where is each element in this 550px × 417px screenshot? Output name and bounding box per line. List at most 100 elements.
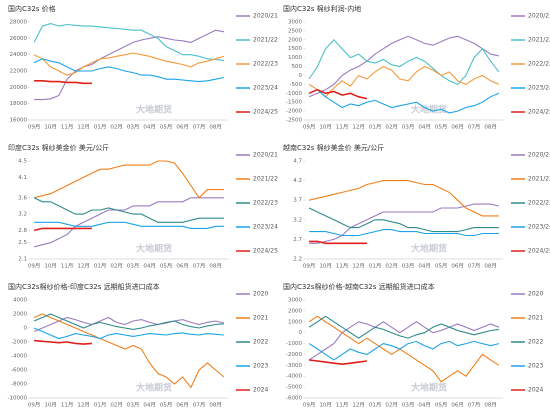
x-tick-label: 03月 <box>127 263 140 270</box>
x-tick-label: 05月 <box>160 124 173 131</box>
x-tick-label: 06月 <box>451 402 464 409</box>
legend-label: 2021 <box>528 315 543 322</box>
series-line <box>309 203 500 244</box>
series-line <box>33 316 225 333</box>
series-line <box>33 327 224 340</box>
x-tick-label: 08月 <box>209 124 222 131</box>
y-tick-label: 2.1 <box>18 257 27 263</box>
series-line <box>308 35 500 98</box>
series-line <box>33 313 225 389</box>
legend-label: 2023/24 <box>253 224 278 231</box>
legend-label: 2023 <box>253 363 268 370</box>
x-tick-label: 12月 <box>77 402 90 409</box>
x-tick-label: 01月 <box>94 263 107 270</box>
x-tick-label: 02月 <box>385 263 398 270</box>
x-tick-label: 01月 <box>369 124 382 131</box>
x-tick-label: 08月 <box>484 263 497 270</box>
series-line <box>308 315 499 339</box>
x-tick-label: 12月 <box>352 124 365 131</box>
x-tick-label: 07月 <box>193 263 206 270</box>
legend-label: 2020 <box>528 291 543 298</box>
series-line <box>33 197 224 223</box>
x-tick-label: 03月 <box>127 402 140 409</box>
x-tick-label: 04月 <box>143 263 156 270</box>
series-line <box>33 52 225 76</box>
chart-title: 越南C32s 棉纱美金价 美元/公斤 <box>283 143 384 152</box>
series-line <box>308 38 500 86</box>
y-tick-label: -6000 <box>286 396 302 402</box>
series-line <box>33 227 92 232</box>
x-tick-label: 07月 <box>468 124 481 131</box>
legend-label: 2021/22 <box>253 176 278 183</box>
x-tick-label: 09月 <box>28 263 41 270</box>
chart-title: 印度C32s 棉纱美金价 美元/公斤 <box>8 143 109 152</box>
x-tick-label: 05月 <box>160 402 173 409</box>
series-line <box>308 321 500 361</box>
y-tick-label: 18000 <box>10 101 28 107</box>
y-tick-label: 28000 <box>10 20 28 26</box>
chart: 印度C32s 棉纱美金价 美元/公斤 2.1 2.5 2.8 3.2 3.6 4.1 4.5 0… <box>8 143 278 270</box>
y-tick-label: 2.8 <box>18 228 27 234</box>
y-tick-label: 1500 <box>288 46 302 52</box>
y-tick-label: -4000 <box>286 374 302 380</box>
series-line <box>308 88 368 100</box>
y-tick-label: -2000 <box>286 109 302 115</box>
legend-label: 2022/23 <box>253 61 278 68</box>
y-tick-label: 4000 <box>13 298 27 304</box>
x-tick-label: 04月 <box>143 124 156 131</box>
x-tick-label: 04月 <box>143 402 156 409</box>
legend-label: 2024 <box>253 387 268 394</box>
x-tick-label: 07月 <box>193 402 206 409</box>
y-tick-label: 4.2 <box>293 178 302 184</box>
watermark: 大地期货 <box>411 243 447 255</box>
y-tick-label: 20000 <box>10 85 28 91</box>
x-tick-label: 05月 <box>435 402 448 409</box>
chart-title: 国内C32s棉纱价格-印度C32s 远期船货进口成本 <box>8 282 160 291</box>
x-tick-label: 11月 <box>336 402 349 409</box>
x-tick-label: 07月 <box>468 402 481 409</box>
legend-label: 2023/24 <box>528 224 550 231</box>
y-tick-label: -6000 <box>11 368 27 374</box>
y-tick-label: -1500 <box>286 100 302 106</box>
series-line <box>308 207 499 233</box>
y-tick-label: 2.5 <box>18 240 27 246</box>
y-tick-label: 3000 <box>288 20 302 26</box>
x-tick-label: 08月 <box>484 402 497 409</box>
chart: 国内C32s 价格 16000 18000 20000 22000 24000 26000 2… <box>8 4 278 131</box>
y-tick-label: 26000 <box>10 36 28 42</box>
legend-label: 2022/23 <box>528 200 550 207</box>
series-line <box>308 89 500 114</box>
y-tick-label: 3.2 <box>18 212 27 218</box>
x-tick-label: 02月 <box>110 263 123 270</box>
chart-title: 国内C32s棉纱价格-越南C32s 远期船货进口成本 <box>283 282 435 291</box>
x-tick-label: 12月 <box>352 263 365 270</box>
y-tick-label: 2.2 <box>293 257 302 263</box>
x-tick-label: 05月 <box>160 263 173 270</box>
legend-label: 2021/22 <box>528 37 550 44</box>
y-tick-label: 2500 <box>288 28 302 34</box>
legend-label: 2024 <box>528 387 543 394</box>
x-tick-label: 10月 <box>319 263 332 270</box>
x-tick-label: 11月 <box>61 402 74 409</box>
x-tick-label: 09月 <box>303 124 316 131</box>
x-tick-label: 09月 <box>28 402 41 409</box>
x-tick-label: 08月 <box>209 263 222 270</box>
y-tick-label: 3.2 <box>293 217 302 223</box>
x-tick-label: 07月 <box>193 124 206 131</box>
x-tick-label: 02月 <box>110 402 123 409</box>
legend-label: 2024/25 <box>528 248 550 255</box>
y-tick-label: -3000 <box>286 363 302 369</box>
watermark: 大地期货 <box>411 382 447 394</box>
x-tick-label: 01月 <box>369 402 382 409</box>
legend-label: 2024/25 <box>528 109 550 116</box>
x-tick-label: 09月 <box>28 124 41 131</box>
x-tick-label: 10月 <box>44 124 57 131</box>
legend-label: 2022/23 <box>253 200 278 207</box>
legend-label: 2024/25 <box>253 248 278 255</box>
x-tick-label: 03月 <box>402 124 415 131</box>
y-tick-label: 3.7 <box>293 198 302 204</box>
series-line <box>33 23 224 61</box>
x-tick-label: 09月 <box>303 263 316 270</box>
